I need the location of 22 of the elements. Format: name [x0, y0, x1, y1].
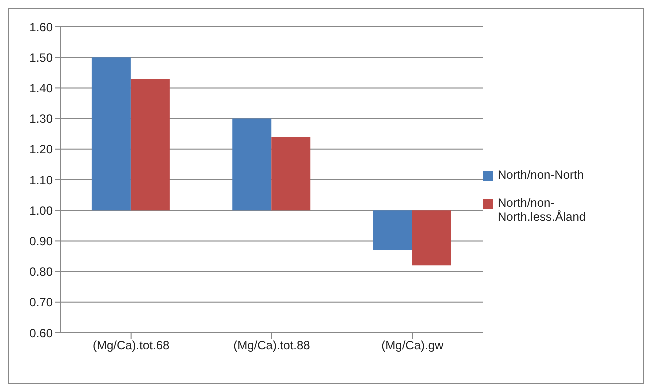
- bar: [92, 58, 131, 211]
- bar: [412, 210, 452, 266]
- x-tick-label: (Mg/Ca).tot.88: [234, 338, 311, 353]
- y-tick-label: 1.50: [30, 50, 54, 65]
- legend-label: North/non-North.less.Åland: [498, 196, 588, 224]
- y-tick-label: 0.60: [30, 326, 54, 340]
- bar: [373, 210, 412, 250]
- y-tick-label: 1.60: [30, 20, 54, 34]
- y-tick-label: 1.20: [30, 142, 54, 157]
- legend-label: North/non-North: [498, 168, 586, 182]
- y-tick-label: 1.00: [30, 204, 54, 218]
- bar: [232, 118, 272, 211]
- y-tick-label: 0.80: [30, 265, 54, 280]
- y-tick-label: 1.30: [30, 112, 54, 126]
- x-tick-label: (Mg/Ca).gw: [382, 338, 444, 353]
- bar: [130, 79, 170, 211]
- y-tick-label: 1.40: [30, 81, 54, 96]
- bar: [272, 137, 311, 211]
- y-tick-label: 0.70: [30, 296, 54, 310]
- x-tick-label: (Mg/Ca).tot.68: [92, 338, 170, 353]
- y-tick-label: 0.90: [30, 234, 54, 248]
- y-tick-label: 1.10: [30, 173, 54, 188]
